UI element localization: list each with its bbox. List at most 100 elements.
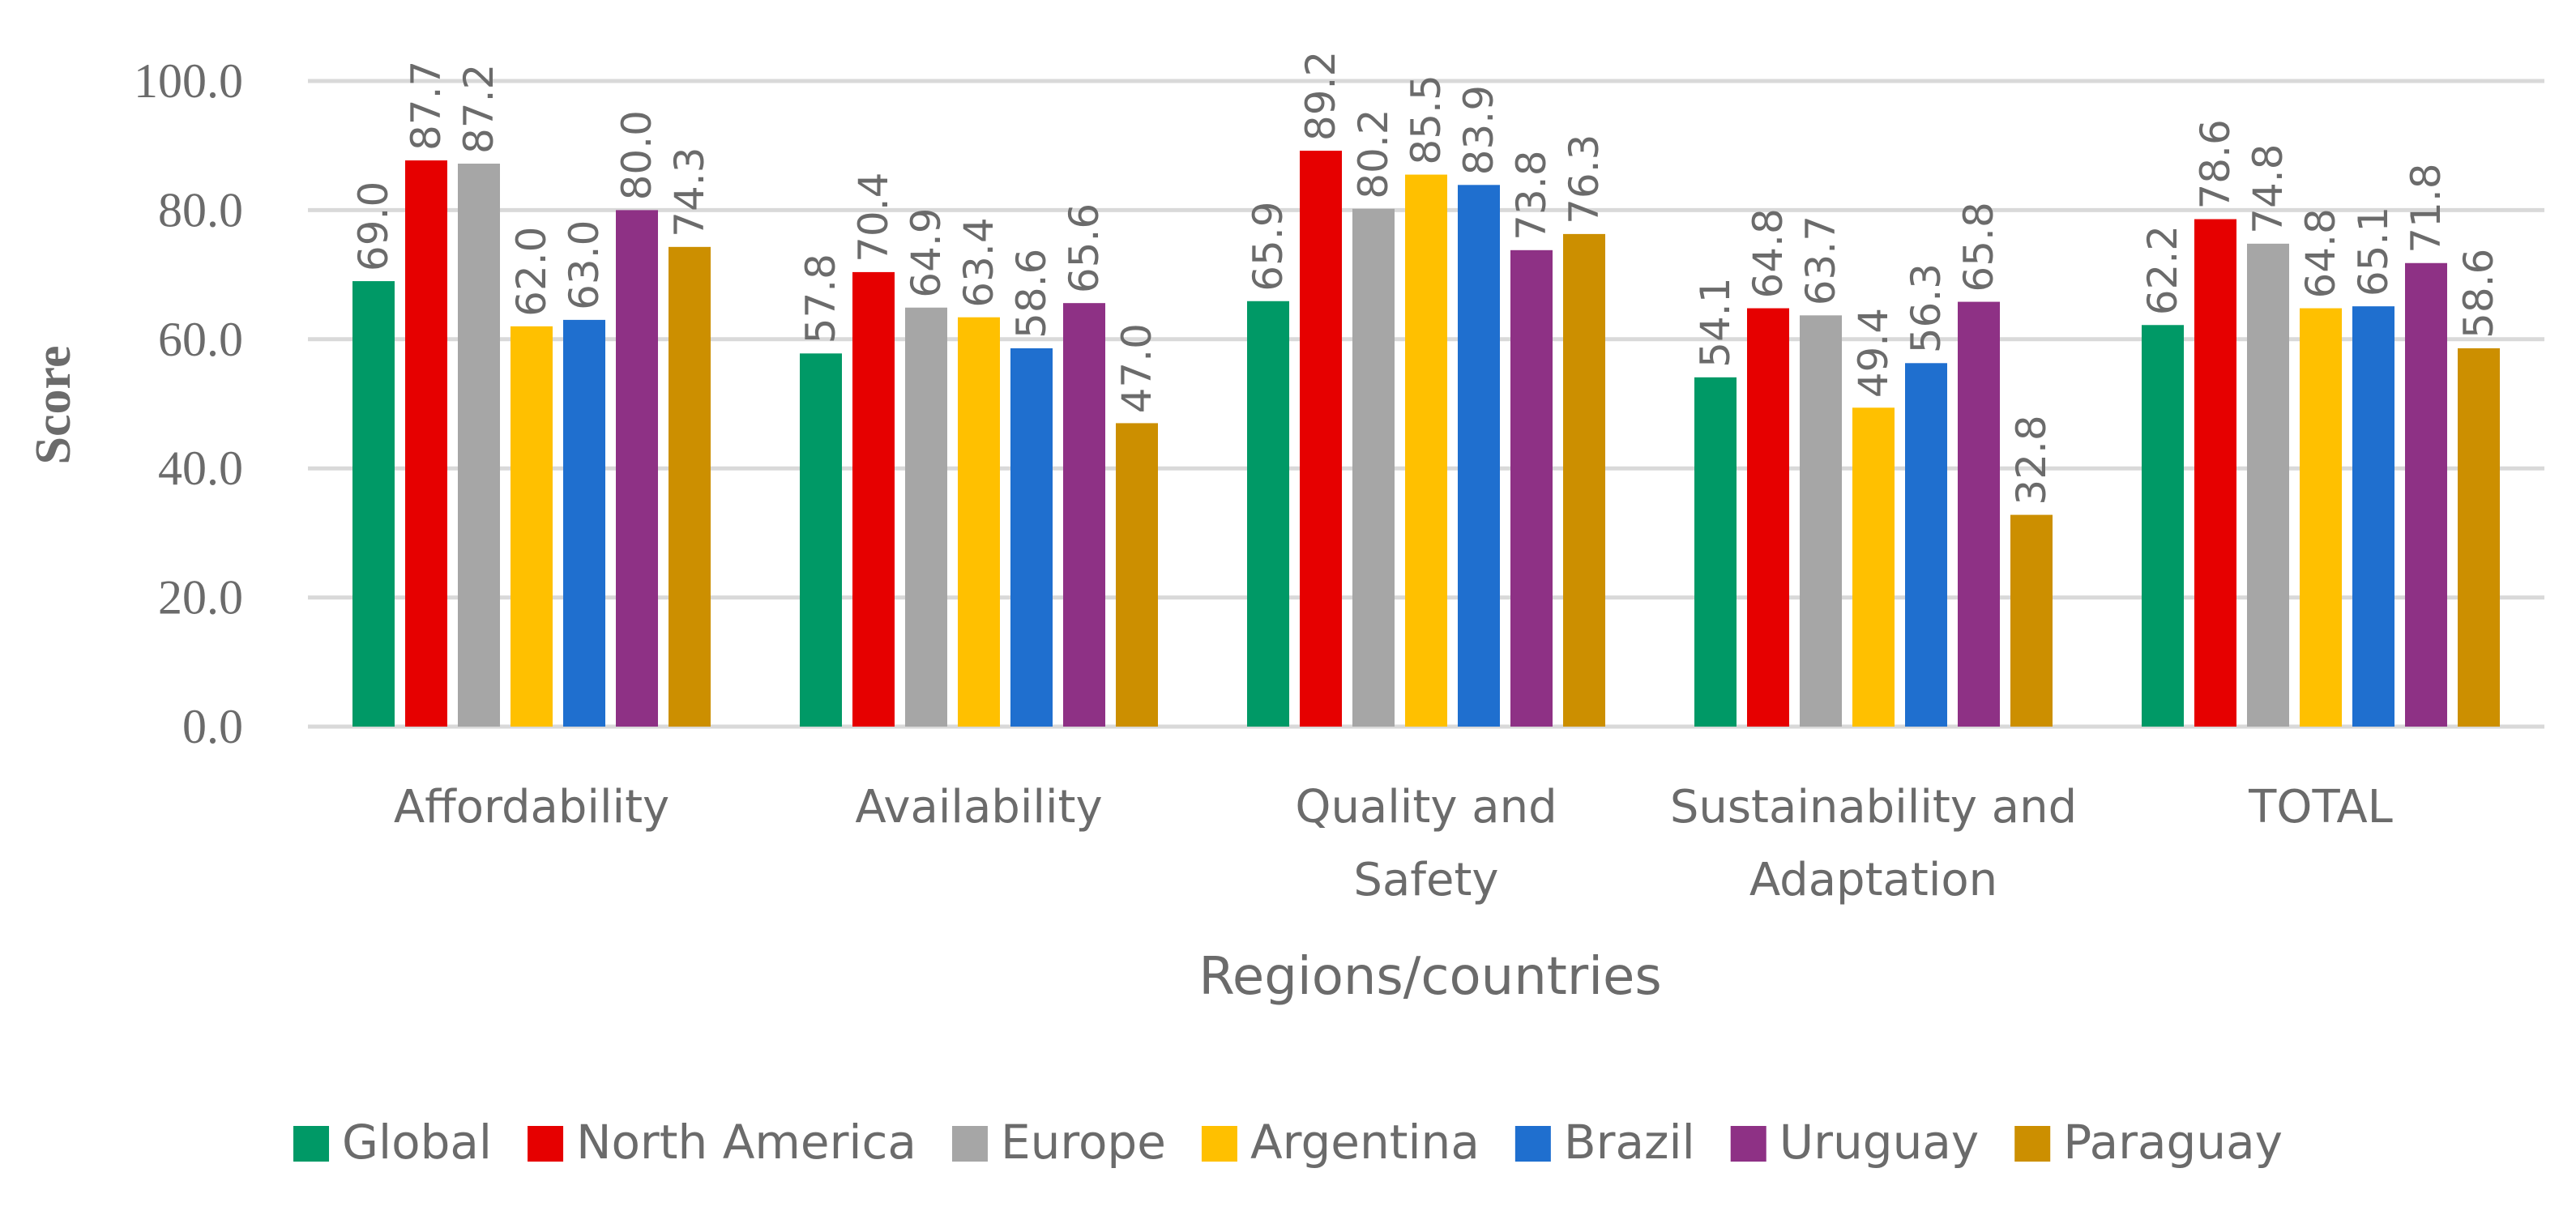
- bar: [1958, 301, 2000, 727]
- bar: [2247, 243, 2289, 727]
- data-label: 57.8: [797, 254, 844, 343]
- legend-label: Argentina: [1250, 1115, 1480, 1170]
- bar: [1063, 303, 1105, 727]
- x-tick-label: TOTAL: [2248, 781, 2393, 834]
- bar: [1116, 423, 1158, 727]
- y-axis-label: Score: [26, 346, 81, 465]
- y-tick-label: 100.0: [134, 54, 243, 108]
- data-label: 63.0: [561, 220, 608, 310]
- legend-item: Brazil: [1514, 1115, 1695, 1170]
- bar: [616, 210, 658, 727]
- legend-label: North America: [576, 1115, 916, 1170]
- y-axis-ticks: 0.0 20.0 40.0 60.0 80.0 100.0: [134, 54, 243, 753]
- legend-swatch: [528, 1126, 564, 1162]
- bar: [458, 164, 500, 727]
- y-tick-label: 60.0: [158, 313, 243, 366]
- data-label: 64.8: [2297, 208, 2344, 298]
- legend-item: Europe: [951, 1115, 1166, 1170]
- bar: [2458, 348, 2500, 727]
- legend-item: Uruguay: [1730, 1115, 1980, 1170]
- bar: [669, 246, 711, 727]
- data-label: 70.4: [850, 173, 897, 262]
- legend-item: Global: [293, 1115, 492, 1170]
- legend-swatch: [1514, 1126, 1551, 1162]
- bar: [2010, 514, 2053, 727]
- data-label: 64.8: [1745, 208, 1792, 298]
- data-label: 47.0: [1113, 323, 1160, 413]
- legend-swatch: [2014, 1126, 2051, 1162]
- x-tick-label: Affordability: [394, 781, 669, 834]
- legend-swatch: [293, 1126, 330, 1162]
- data-label: 78.6: [2192, 119, 2239, 209]
- legend-label: Paraguay: [2063, 1115, 2283, 1170]
- bar: [511, 326, 553, 727]
- legend-item: Paraguay: [2014, 1115, 2283, 1170]
- data-label: 83.9: [1455, 85, 1502, 175]
- legend-item: North America: [528, 1115, 916, 1170]
- legend: Global North America Europe Argentina Brazil…: [293, 1115, 2283, 1170]
- data-label: 65.1: [2350, 207, 2397, 296]
- data-label: 87.2: [455, 64, 502, 154]
- data-label: 32.8: [2008, 415, 2055, 505]
- legend-item: Argentina: [1201, 1115, 1480, 1170]
- bars: [352, 151, 2500, 727]
- data-label: 73.8: [1508, 150, 1555, 240]
- bar: [1694, 377, 1737, 727]
- bar: [2142, 325, 2184, 727]
- data-label: 65.6: [1061, 203, 1108, 293]
- data-label: 58.6: [2455, 249, 2502, 339]
- data-label: 89.2: [1297, 51, 1344, 141]
- x-tick-label: Quality and: [1295, 781, 1557, 834]
- bar: [352, 281, 395, 727]
- legend-label: Uruguay: [1779, 1115, 1980, 1170]
- y-tick-label: 80.0: [158, 183, 243, 237]
- bar: [2300, 308, 2342, 727]
- data-label: 65.8: [1955, 202, 2002, 292]
- data-label: 74.3: [666, 147, 713, 237]
- data-label: 63.4: [955, 217, 1002, 307]
- data-label: 62.2: [2139, 225, 2186, 315]
- x-axis-label: Regions/countries: [1198, 947, 1661, 1007]
- legend-swatch: [951, 1126, 988, 1162]
- data-label: 80.2: [1350, 109, 1397, 198]
- legend-label: Brazil: [1564, 1115, 1695, 1170]
- legend-label: Global: [342, 1115, 492, 1170]
- data-label: 71.8: [2403, 163, 2450, 253]
- data-label: 63.7: [1797, 215, 1844, 305]
- bar: [1300, 151, 1342, 727]
- legend-label: Europe: [1001, 1115, 1166, 1170]
- bar: [1563, 233, 1605, 727]
- bar: [1800, 315, 1842, 727]
- data-label: 80.0: [613, 110, 660, 200]
- bar: [958, 317, 1000, 727]
- bar: [852, 271, 895, 727]
- bar: [2352, 306, 2394, 727]
- bar: [1905, 363, 1947, 727]
- bar: [1247, 301, 1289, 727]
- data-label: 69.0: [350, 181, 397, 271]
- bar: [2405, 262, 2447, 727]
- y-tick-label: 20.0: [158, 571, 243, 625]
- bar: [1352, 208, 1395, 727]
- data-label: 76.3: [1561, 134, 1608, 224]
- x-tick-label: Adaptation: [1749, 854, 1997, 906]
- bar: [1852, 407, 1895, 727]
- y-tick-label: 40.0: [158, 441, 243, 495]
- y-tick-label: 0.0: [182, 700, 243, 753]
- bar: [1010, 348, 1053, 727]
- bar: [800, 353, 842, 727]
- data-label: 87.7: [403, 61, 450, 151]
- bar: [1747, 308, 1789, 727]
- x-tick-label: Sustainability and: [1670, 781, 2077, 834]
- data-label: 54.1: [1692, 277, 1739, 367]
- bar: [1405, 174, 1447, 727]
- legend-swatch: [1730, 1126, 1766, 1162]
- data-label: 74.8: [2245, 144, 2292, 234]
- data-label: 64.9: [903, 207, 950, 297]
- data-label: 85.5: [1403, 75, 1450, 164]
- bar: [1458, 185, 1500, 727]
- bar: [905, 307, 947, 727]
- x-axis-ticks: Affordability Availability Quality and Safe…: [394, 781, 2393, 906]
- bar: [405, 160, 447, 727]
